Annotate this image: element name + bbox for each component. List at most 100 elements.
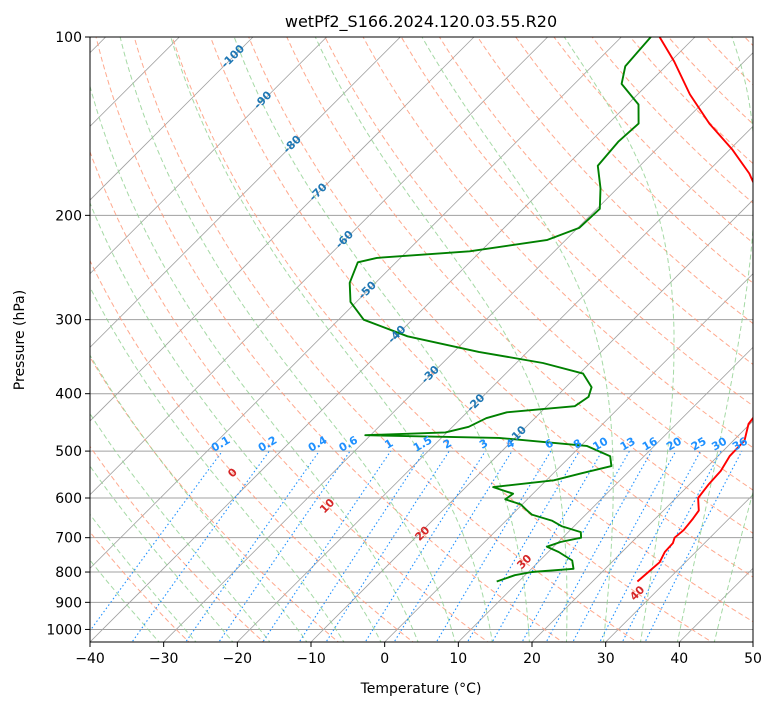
y-tick-label: 100 <box>55 30 82 46</box>
mixing-ratio-line <box>599 450 701 642</box>
moist-adiabat-line <box>563 37 675 642</box>
isotherm-line <box>163 52 753 642</box>
y-tick-label: 1000 <box>46 622 82 638</box>
y-tick-label: 400 <box>55 387 82 403</box>
moist-adiabat-line <box>314 37 568 642</box>
dry-adiabat-line <box>90 445 265 642</box>
dry-adiabat-line <box>133 37 638 642</box>
x-tick-label: −30 <box>149 651 179 667</box>
moist-adiabat-label: -100 <box>219 42 248 71</box>
plot-area: 0.1 0.2 0.4 0.6 1 1.5 2 3 4 6 8 10 13 16 20 25 30 3601020… <box>90 37 753 642</box>
mixing-ratio-line <box>218 450 351 642</box>
mixing-ratio-line <box>572 450 677 642</box>
isotherm-line <box>310 199 753 642</box>
x-axis: −40 −30 −20 −10 0 10 20 30 40 50 <box>75 642 762 667</box>
dry-adiabat-line <box>477 37 753 325</box>
y-tick-label: 300 <box>55 313 82 329</box>
dry-adiabat-line <box>744 37 753 47</box>
mixing-ratio-label: 2 <box>441 437 454 452</box>
dry-adiabat-line <box>400 37 753 407</box>
moist-adiabat-line <box>90 465 234 642</box>
moist-adiabat-line <box>90 201 382 642</box>
x-axis-title: Temperature (°C) <box>360 681 482 697</box>
moist-adiabat-line <box>119 37 456 642</box>
mixing-ratio-line <box>298 450 425 642</box>
mixing-ratio-line <box>90 450 223 632</box>
isotherm-line <box>90 37 401 348</box>
dry-adiabat-label: 0 <box>225 465 240 480</box>
dry-adiabat-line <box>362 37 753 449</box>
x-tick-label: −10 <box>296 651 326 667</box>
y-tick-label: 200 <box>55 208 82 224</box>
mixing-ratio-line <box>466 450 580 642</box>
plot-frame <box>89 36 754 643</box>
line-labels: 0.1 0.2 0.4 0.6 1 1.5 2 3 4 6 8 10 13 16 20 25 30 3601020… <box>209 42 750 603</box>
x-tick-label: 0 <box>380 651 389 667</box>
dry-adiabat-line <box>286 37 753 534</box>
mixing-ratio-label: 6 <box>543 436 556 451</box>
x-tick-label: 10 <box>449 651 467 667</box>
y-tick-label: 800 <box>55 565 82 581</box>
moist-adiabat-line <box>90 286 345 642</box>
dewpoint-profile-line <box>348 37 652 583</box>
moist-adiabat-label: -40 <box>385 322 408 345</box>
moist-adiabat-label: -50 <box>356 278 379 301</box>
isotherm-line <box>237 125 753 642</box>
dry-adiabat-line <box>438 37 753 366</box>
moist-adiabat-line <box>233 37 530 642</box>
isotherm-line <box>90 37 475 422</box>
y-axis-title: Pressure (hPa) <box>12 290 28 390</box>
moist-adiabat-line <box>90 84 419 642</box>
dry-adiabat-line <box>210 37 753 623</box>
dry-adiabat-line <box>90 531 190 642</box>
mixing-ratio-line <box>185 450 320 642</box>
moist-adiabat-line <box>713 490 753 642</box>
isotherm-line <box>752 641 753 642</box>
mixing-ratio-line <box>364 450 486 642</box>
x-tick-label: 40 <box>670 651 688 667</box>
isotherm-line <box>90 37 327 275</box>
mixing-ratio-line <box>325 450 450 642</box>
moist-adiabat-line <box>170 37 493 642</box>
dry-adiabat-line <box>591 37 753 204</box>
dry-adiabat-label: 40 <box>627 583 647 603</box>
dry-adiabat-line <box>90 259 414 642</box>
mixing-ratio-line <box>491 450 603 642</box>
mixing-ratio-line <box>621 450 722 642</box>
y-tick-label: 700 <box>55 531 82 547</box>
x-tick-label: −20 <box>223 651 253 667</box>
isotherm-line <box>531 420 753 642</box>
moist-adiabat-label: -30 <box>419 363 442 386</box>
dry-adiabats <box>90 37 753 642</box>
y-tick-label: 600 <box>55 491 82 507</box>
isotherm-line <box>458 346 753 642</box>
mixing-ratio-line <box>644 450 743 642</box>
mixing-ratio-label: 3 <box>477 437 490 452</box>
y-tick-label: 900 <box>55 595 82 611</box>
isobar-grid <box>90 37 753 630</box>
mixing-ratio-line <box>545 450 653 642</box>
isotherm-line <box>384 273 753 642</box>
x-tick-label: 20 <box>523 651 541 667</box>
moist-adiabat-label: -60 <box>333 228 356 251</box>
x-tick-label: 50 <box>744 651 762 667</box>
moist-adiabat-line <box>676 37 753 642</box>
mixing-ratio-line <box>521 450 630 642</box>
isotherm-line <box>90 37 622 569</box>
isotherm-line <box>679 567 753 642</box>
mixing-ratio-line <box>435 450 552 642</box>
dry-adiabat-line <box>90 356 340 642</box>
isotherm-line <box>605 494 753 642</box>
moist-adiabat-label: -90 <box>251 88 274 111</box>
y-tick-label: 500 <box>55 444 82 460</box>
isotherm-line <box>90 37 696 642</box>
dry-adiabat-line <box>706 37 753 86</box>
dry-adiabat-line <box>324 37 753 491</box>
moist-adiabat-line <box>90 412 271 642</box>
dry-adiabat-line <box>95 37 564 642</box>
isotherm-line <box>90 37 548 496</box>
moist-adiabat-line <box>90 513 197 642</box>
moist-adiabat-line <box>90 354 308 642</box>
isotherm-grid <box>90 37 753 642</box>
